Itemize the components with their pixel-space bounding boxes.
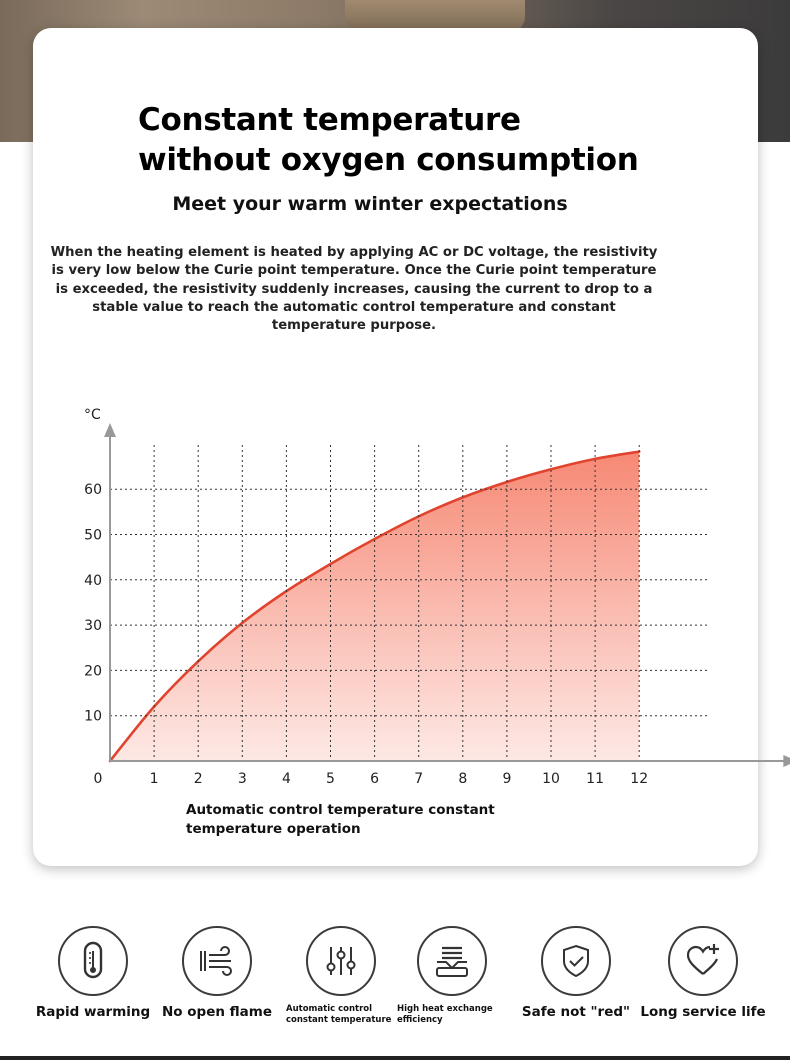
page-title: Constant temperature without oxygen cons… (138, 100, 698, 180)
feature-label: Long service life (640, 1004, 766, 1020)
feature-automatic-control: Automatic control constant temperature (276, 926, 406, 1026)
subtitle: Meet your warm winter expectations (172, 193, 568, 215)
feature-label: Safe not "red" (521, 1004, 631, 1020)
feature-label: High heat exchange efficiency (397, 1004, 493, 1025)
shield-check-icon (541, 926, 611, 996)
feature-rapid-warming: Rapid warming (28, 926, 158, 1020)
feature-label: No open flame (161, 1004, 273, 1020)
chart-caption: Automatic control temperature constant t… (186, 802, 495, 837)
description: When the heating element is heated by ap… (50, 245, 658, 334)
wind-icon (182, 926, 252, 996)
feature-list: Rapid warming No open flame Aut (0, 926, 790, 1036)
heat-exchange-icon (417, 926, 487, 996)
bottom-divider (0, 1056, 790, 1060)
feature-label: Rapid warming (35, 1004, 151, 1020)
title-line-2: without oxygen consumption (138, 142, 639, 178)
feature-heat-exchange: High heat exchange efficiency (387, 926, 517, 1026)
thermometer-icon (58, 926, 128, 996)
feature-safe-not-red: Safe not "red" (511, 926, 641, 1020)
sliders-icon (306, 926, 376, 996)
x-axis-arrow (783, 755, 790, 767)
heart-plus-icon (668, 926, 738, 996)
feature-long-service-life: Long service life (638, 926, 768, 1020)
title-line-1: Constant temperature (138, 102, 521, 138)
feature-label: Automatic control constant temperature (286, 1004, 392, 1025)
feature-no-open-flame: No open flame (152, 926, 282, 1020)
